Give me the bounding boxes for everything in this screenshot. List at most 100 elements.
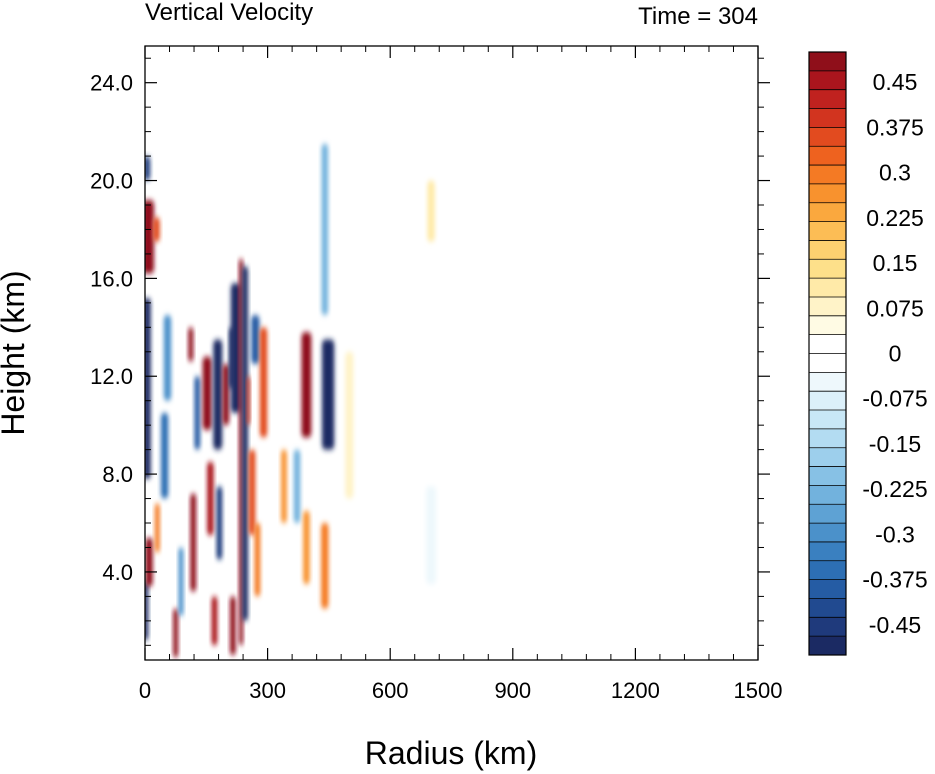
heatmap-cell-26 xyxy=(248,449,256,536)
heatmap-cell-3 xyxy=(145,156,151,181)
heatmap-cell-10 xyxy=(178,547,184,616)
colorbar-swatch-22 xyxy=(809,221,846,241)
heatmap-cell-35 xyxy=(321,143,329,316)
heatmap-cell-27 xyxy=(251,315,260,365)
heatmap-cell-16 xyxy=(213,339,223,450)
colorbar-swatch-5 xyxy=(809,541,846,562)
heatmap-cell-13 xyxy=(194,376,201,450)
time-label: Time = 304 xyxy=(638,3,758,30)
heatmap-cell-28 xyxy=(259,327,268,438)
x-tick-label-3: 900 xyxy=(494,678,531,703)
colorbar-swatch-9 xyxy=(809,466,846,486)
colorbar-swatch-12 xyxy=(809,410,846,430)
colorbar-swatch-20 xyxy=(809,259,846,279)
heatmap-cell-36 xyxy=(321,523,329,609)
x-tick-label-5: 1500 xyxy=(734,678,783,703)
heatmap-cell-5 xyxy=(145,537,153,587)
x-tick-label-2: 600 xyxy=(372,678,409,703)
plot-frame xyxy=(144,45,759,661)
colorbar-label-5: 0.075 xyxy=(866,295,924,321)
colorbar: 0.45 0.375 0.3 0.225 0.15 0.075 0 -0.075 -0.15 -0… xyxy=(808,51,928,656)
y-tick-label-3: 16.0 xyxy=(90,266,133,291)
heatmap-cell-7 xyxy=(160,412,169,499)
y-tick-label-4: 20.0 xyxy=(90,169,133,194)
colorbar-label-12: -0.45 xyxy=(869,612,921,638)
colorbar-swatch-25 xyxy=(809,165,846,185)
colorbar-swatch-31 xyxy=(809,52,846,72)
heatmap-cell-19 xyxy=(222,364,230,426)
colorbar-label-0: 0.45 xyxy=(873,69,918,95)
heatmap-cell-38 xyxy=(427,180,435,242)
colorbar-label-4: 0.15 xyxy=(873,250,918,276)
x-axis-title: Radius (km) xyxy=(365,735,537,771)
colorbar-swatch-10 xyxy=(809,447,846,467)
x-tick-label-1: 300 xyxy=(249,678,286,703)
y-axis-title: Height (km) xyxy=(0,270,31,435)
colorbar-swatch-26 xyxy=(809,146,846,166)
colorbar-swatch-24 xyxy=(809,183,846,204)
y-tick-label-5: 24.0 xyxy=(90,71,133,96)
x-tick-label-4: 1200 xyxy=(611,678,660,703)
heatmap-cell-18 xyxy=(211,596,218,646)
heatmap-cell-25 xyxy=(246,376,251,426)
colorbar-swatch-8 xyxy=(809,485,846,505)
colorbar-label-3: 0.225 xyxy=(866,205,924,231)
y-tick-label-2: 12.0 xyxy=(90,364,133,389)
heatmap-cell-32 xyxy=(301,332,312,438)
heatmap-cell-30 xyxy=(281,449,287,524)
heatmap-cell-8 xyxy=(163,315,172,401)
colorbar-swatch-2 xyxy=(809,598,846,618)
heatmap-cell-31 xyxy=(293,449,301,524)
y-tick-label-0: 4.0 xyxy=(102,560,133,585)
colorbar-swatch-14 xyxy=(809,372,846,392)
heatmap-cell-4 xyxy=(153,217,160,242)
colorbar-swatch-6 xyxy=(809,523,846,543)
colorbar-label-10: -0.3 xyxy=(875,521,915,547)
colorbar-label-8: -0.15 xyxy=(869,431,921,457)
colorbar-label-11: -0.375 xyxy=(862,567,927,593)
heatmap-cell-34 xyxy=(321,339,335,450)
colorbar-swatch-7 xyxy=(809,504,846,524)
colorbar-swatch-4 xyxy=(809,560,846,580)
chart-title: Vertical Velocity xyxy=(145,0,313,26)
y-tick-label-1: 8.0 xyxy=(102,462,133,487)
heatmap-cell-23 xyxy=(238,258,244,646)
heatmap-cell-0 xyxy=(145,297,151,479)
colorbar-swatch-21 xyxy=(809,240,846,260)
colorbar-swatch-23 xyxy=(809,202,846,222)
colorbar-label-2: 0.3 xyxy=(879,160,911,186)
heatmap-cell-24 xyxy=(242,266,248,621)
colorbar-swatch-27 xyxy=(809,127,846,147)
colorbar-swatch-13 xyxy=(809,391,846,411)
colorbar-swatch-17 xyxy=(809,315,846,335)
heatmap-cell-17 xyxy=(216,486,223,560)
colorbar-frame xyxy=(808,51,847,656)
colorbar-swatch-0 xyxy=(809,636,846,656)
colorbar-swatch-11 xyxy=(809,428,846,449)
heatmap-cell-33 xyxy=(303,510,310,585)
heatmap-cell-37 xyxy=(345,351,354,499)
heatmap-cell-6 xyxy=(154,503,160,553)
colorbar-swatch-19 xyxy=(809,278,846,298)
colorbar-label-9: -0.225 xyxy=(862,476,927,502)
heatmap-cell-29 xyxy=(254,523,261,597)
colorbar-swatch-18 xyxy=(809,296,846,317)
colorbar-swatch-30 xyxy=(809,70,846,90)
heatmap-cell-2 xyxy=(145,200,154,274)
heatmap-cell-9 xyxy=(173,608,179,658)
heatmap-layer xyxy=(145,143,437,658)
colorbar-swatch-29 xyxy=(809,89,846,109)
colorbar-swatch-1 xyxy=(809,617,846,637)
colorbar-label-1: 0.375 xyxy=(866,114,924,140)
colorbar-swatch-15 xyxy=(809,353,846,373)
colorbar-swatch-28 xyxy=(809,108,846,128)
heatmap-cell-14 xyxy=(202,356,212,431)
heatmap-cell-12 xyxy=(188,327,194,362)
colorbar-label-7: -0.075 xyxy=(862,386,927,412)
heatmap-cell-1 xyxy=(145,581,149,641)
colorbar-label-6: 0 xyxy=(889,341,902,367)
x-tick-label-0: 0 xyxy=(139,678,151,703)
axis-ticks: 0 300 600 900 1200 1500 4.0 8.0 12.0 16.0 20.0 24.0 xyxy=(90,46,782,703)
heatmap-cell-11 xyxy=(190,493,197,592)
